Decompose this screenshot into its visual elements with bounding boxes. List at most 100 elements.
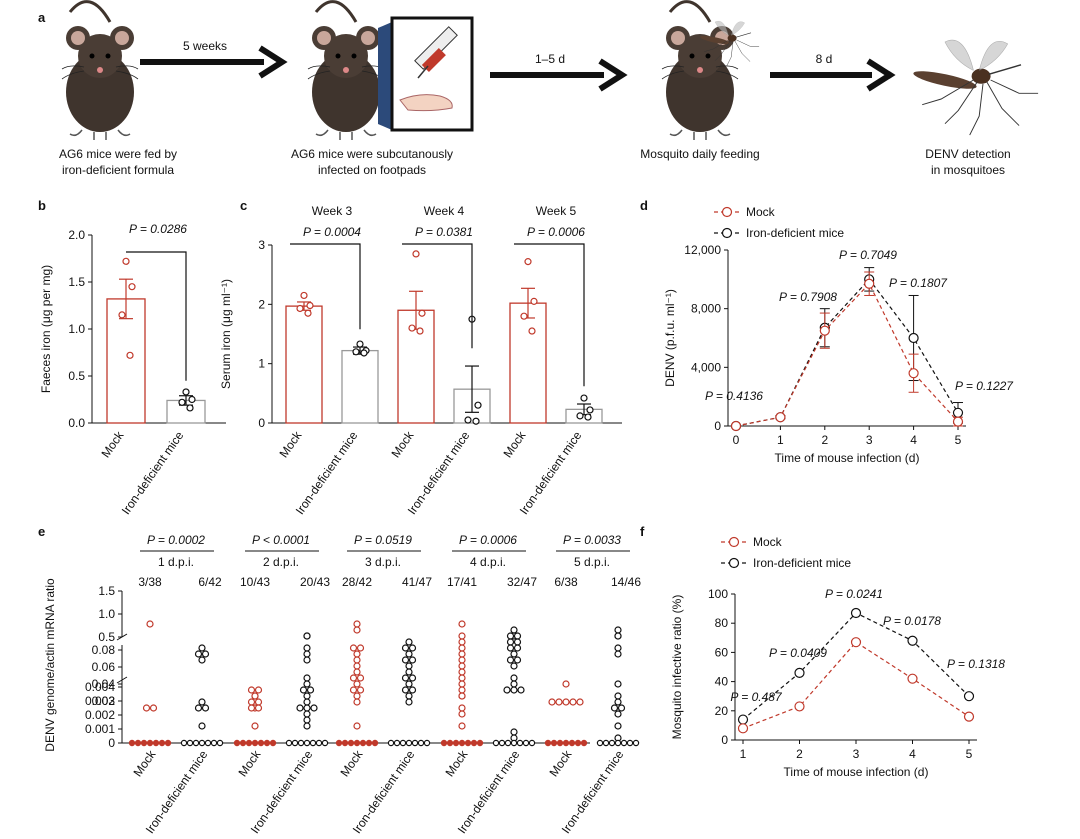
data-point <box>418 309 426 317</box>
data-point <box>614 680 622 688</box>
x-tick-label: 0 <box>733 433 740 447</box>
panel-label-c: c <box>240 198 247 213</box>
data-point <box>353 620 361 628</box>
mouse-icon <box>661 0 739 140</box>
data-point <box>614 710 622 718</box>
data-point-zero <box>140 739 148 747</box>
data-point <box>405 662 413 670</box>
data-point <box>194 704 203 712</box>
arrow-head <box>598 58 628 92</box>
data-point-zero <box>233 739 241 747</box>
data-point-zero <box>476 739 484 747</box>
mouse-whiskers <box>61 65 139 80</box>
data-point-zero <box>556 739 564 747</box>
mouse-tail <box>314 0 358 23</box>
data-point <box>850 637 862 648</box>
y-axis-label: Faeces iron (μg per mg) <box>39 265 53 393</box>
data-point <box>251 722 259 730</box>
data-point <box>952 407 964 418</box>
y-tick-label: 0.003 <box>85 694 115 708</box>
mouse-nose <box>97 67 103 73</box>
data-point <box>510 650 518 658</box>
group-day-label: 2 d.p.i. <box>263 555 299 569</box>
mouse-inner-ear <box>71 31 85 45</box>
mouse-tail <box>668 0 712 23</box>
x-tick-label: 2 <box>796 747 803 761</box>
data-point <box>907 673 918 684</box>
data-point-zero <box>321 739 329 747</box>
data-point <box>303 722 311 730</box>
arrow-label: 1–5 d <box>535 52 565 66</box>
p-value: P < 0.0001 <box>252 533 310 547</box>
mouse-body <box>666 52 734 132</box>
data-point-zero <box>492 739 500 747</box>
y-axis-label: DENV (p.f.u. ml⁻¹) <box>663 289 677 387</box>
p-value: P = 0.0409 <box>769 646 827 660</box>
data-point-zero <box>303 739 311 747</box>
data-point-zero <box>620 739 628 747</box>
data-point <box>458 722 466 730</box>
mosquito-legs <box>704 39 760 67</box>
p-value: P = 0.7908 <box>779 290 837 304</box>
data-point <box>730 420 742 432</box>
data-point <box>405 698 413 706</box>
data-point <box>614 692 622 700</box>
data-point-zero <box>562 739 570 747</box>
arrow-head <box>866 58 896 92</box>
data-point <box>794 667 805 678</box>
data-point <box>405 650 413 658</box>
data-point <box>864 278 875 289</box>
data-point-zero <box>269 739 277 747</box>
data-point <box>908 368 919 379</box>
data-point <box>510 626 518 634</box>
data-point <box>303 632 311 640</box>
data-point <box>303 704 311 712</box>
data-point <box>303 644 311 652</box>
data-point-zero <box>522 739 530 747</box>
data-point <box>562 680 570 688</box>
data-point <box>303 674 311 682</box>
data-point <box>186 404 194 412</box>
data-point-zero <box>458 739 466 747</box>
data-point <box>510 674 518 682</box>
data-point <box>555 698 563 706</box>
data-point-zero <box>544 739 552 747</box>
mouse-nose <box>343 67 349 73</box>
x-axis-label: Time of mouse infection (d) <box>784 765 929 779</box>
data-point-zero <box>580 739 588 747</box>
p-value: P = 0.4136 <box>705 389 763 403</box>
y-tick-label: 0 <box>108 736 115 750</box>
x-tick-label: 3 <box>866 433 873 447</box>
data-point-zero <box>446 739 454 747</box>
data-point <box>296 304 304 313</box>
data-point <box>614 722 622 730</box>
mouse-eye <box>89 53 95 59</box>
data-point <box>458 680 466 688</box>
y-tick-label: 0.04 <box>92 677 116 691</box>
data-point <box>356 340 364 348</box>
mouse-eye <box>335 53 341 59</box>
data-point <box>198 722 206 730</box>
data-point-zero <box>498 739 506 747</box>
mosquito-wings <box>714 21 745 36</box>
data-point <box>963 711 975 722</box>
data-point <box>251 692 259 700</box>
data-point <box>617 704 626 712</box>
x-tick-label: 5 <box>955 433 962 447</box>
y-tick-label: 0 <box>714 419 721 433</box>
x-tick-label: 3 <box>853 747 860 761</box>
data-point-zero <box>464 739 472 747</box>
data-point-zero <box>596 739 604 747</box>
mosquito-thorax <box>727 34 737 42</box>
panel-b: b 0.0 0.5 1.0 1.5 2.0 Faeces iron (μg per mg) M… <box>38 198 226 517</box>
mosquito-proboscis <box>735 32 752 38</box>
data-point <box>408 686 417 694</box>
legend-label: Iron-deficient mice <box>746 226 844 240</box>
group-title: Week 5 <box>536 204 577 218</box>
data-point <box>356 686 365 694</box>
data-point <box>405 680 413 688</box>
data-point <box>304 309 312 317</box>
data-point-zero <box>510 739 518 747</box>
data-point <box>353 656 361 664</box>
data-point-zero <box>245 739 253 747</box>
